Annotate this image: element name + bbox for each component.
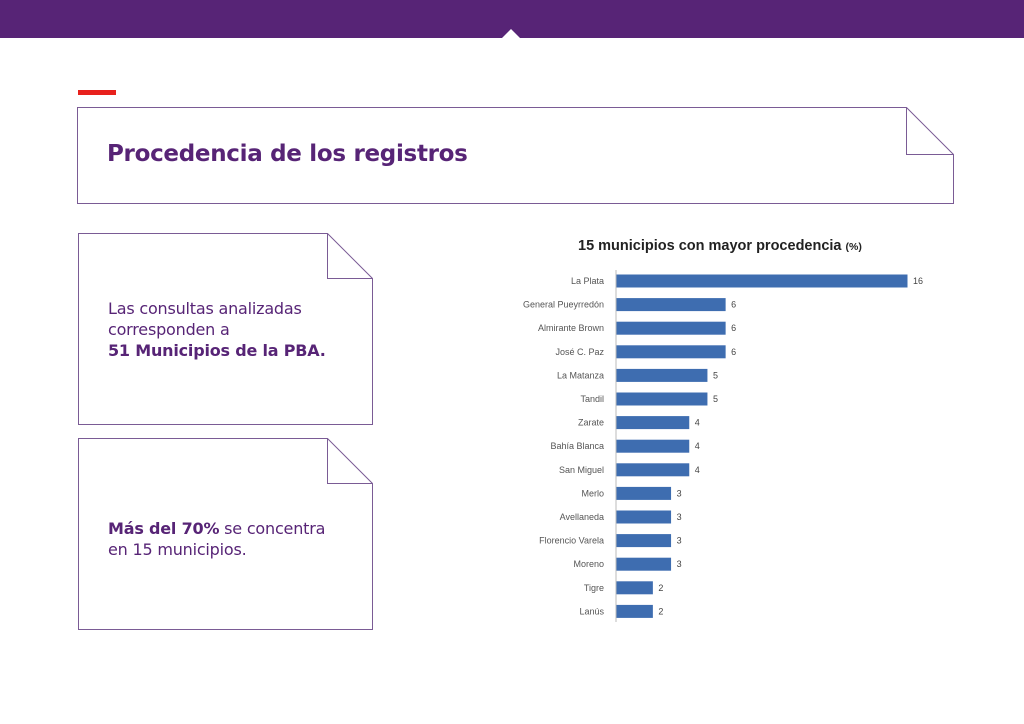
bar [616, 368, 708, 382]
page-title: Procedencia de los registros [107, 141, 468, 167]
category-label: Bahía Blanca [550, 441, 604, 451]
municipios-note-text: Las consultas analizadas corresponden a … [108, 298, 326, 361]
note-card-frame [78, 233, 373, 425]
data-label: 3 [677, 488, 682, 498]
bar [616, 416, 690, 430]
bar [616, 298, 726, 312]
banner-notch [501, 29, 521, 39]
municipios-note-card: Las consultas analizadas corresponden a … [78, 233, 373, 425]
data-label: 6 [731, 300, 736, 310]
bar [616, 510, 672, 524]
note-card-frame [78, 438, 373, 630]
category-label: Merlo [581, 488, 604, 498]
chart-title-text: 15 municipios con mayor procedencia [578, 238, 842, 254]
data-label: 2 [658, 606, 663, 616]
data-label: 3 [677, 559, 682, 569]
data-label: 4 [695, 418, 700, 428]
bar [616, 463, 690, 477]
data-label: 4 [695, 465, 700, 475]
data-label: 3 [677, 512, 682, 522]
category-label: Almirante Brown [538, 323, 604, 333]
bar [616, 534, 672, 548]
note-line-rest: se concentra [219, 519, 326, 538]
bar [616, 392, 708, 406]
data-label: 5 [713, 370, 718, 380]
note-highlight: Más del 70% [108, 519, 220, 538]
data-label: 5 [713, 394, 718, 404]
title-accent-bar [78, 90, 116, 95]
category-label: Florencio Varela [539, 536, 604, 546]
category-label: José C. Paz [555, 347, 604, 357]
data-label: 2 [658, 583, 663, 593]
category-label: Zarate [578, 418, 604, 428]
category-label: La Matanza [557, 370, 604, 380]
bar [616, 557, 672, 571]
bar [616, 581, 653, 595]
concentration-note-text: Más del 70% se concentra en 15 municipio… [108, 518, 325, 560]
bar [616, 321, 726, 335]
bar [616, 604, 653, 618]
note-highlight: 51 Municipios de la PBA. [108, 341, 326, 360]
chart-title: 15 municipios con mayor procedencia (%) [578, 238, 862, 254]
data-label: 16 [913, 276, 923, 286]
note-line: Las consultas analizadas [108, 299, 302, 318]
category-label: General Pueyrredón [523, 300, 604, 310]
category-label: La Plata [571, 276, 604, 286]
note-line: corresponden a [108, 320, 230, 339]
note-line: en 15 municipios. [108, 540, 247, 559]
data-label: 6 [731, 347, 736, 357]
category-label: Moreno [573, 559, 604, 569]
category-label: Tandil [580, 394, 604, 404]
data-label: 3 [677, 536, 682, 546]
bar [616, 274, 908, 288]
category-label: Lanús [579, 606, 604, 616]
concentration-note-card: Más del 70% se concentra en 15 municipio… [78, 438, 373, 630]
title-card: Procedencia de los registros [77, 107, 954, 204]
bar [616, 486, 672, 500]
bar [616, 439, 690, 453]
category-label: San Miguel [559, 465, 604, 475]
chart-title-unit: (%) [845, 241, 862, 253]
category-label: Avellaneda [560, 512, 604, 522]
category-label: Tigre [584, 583, 604, 593]
bar [616, 345, 726, 359]
title-card-frame [77, 107, 954, 204]
note-line: Más del 70% se concentra [108, 518, 325, 539]
data-label: 4 [695, 441, 700, 451]
data-label: 6 [731, 323, 736, 333]
